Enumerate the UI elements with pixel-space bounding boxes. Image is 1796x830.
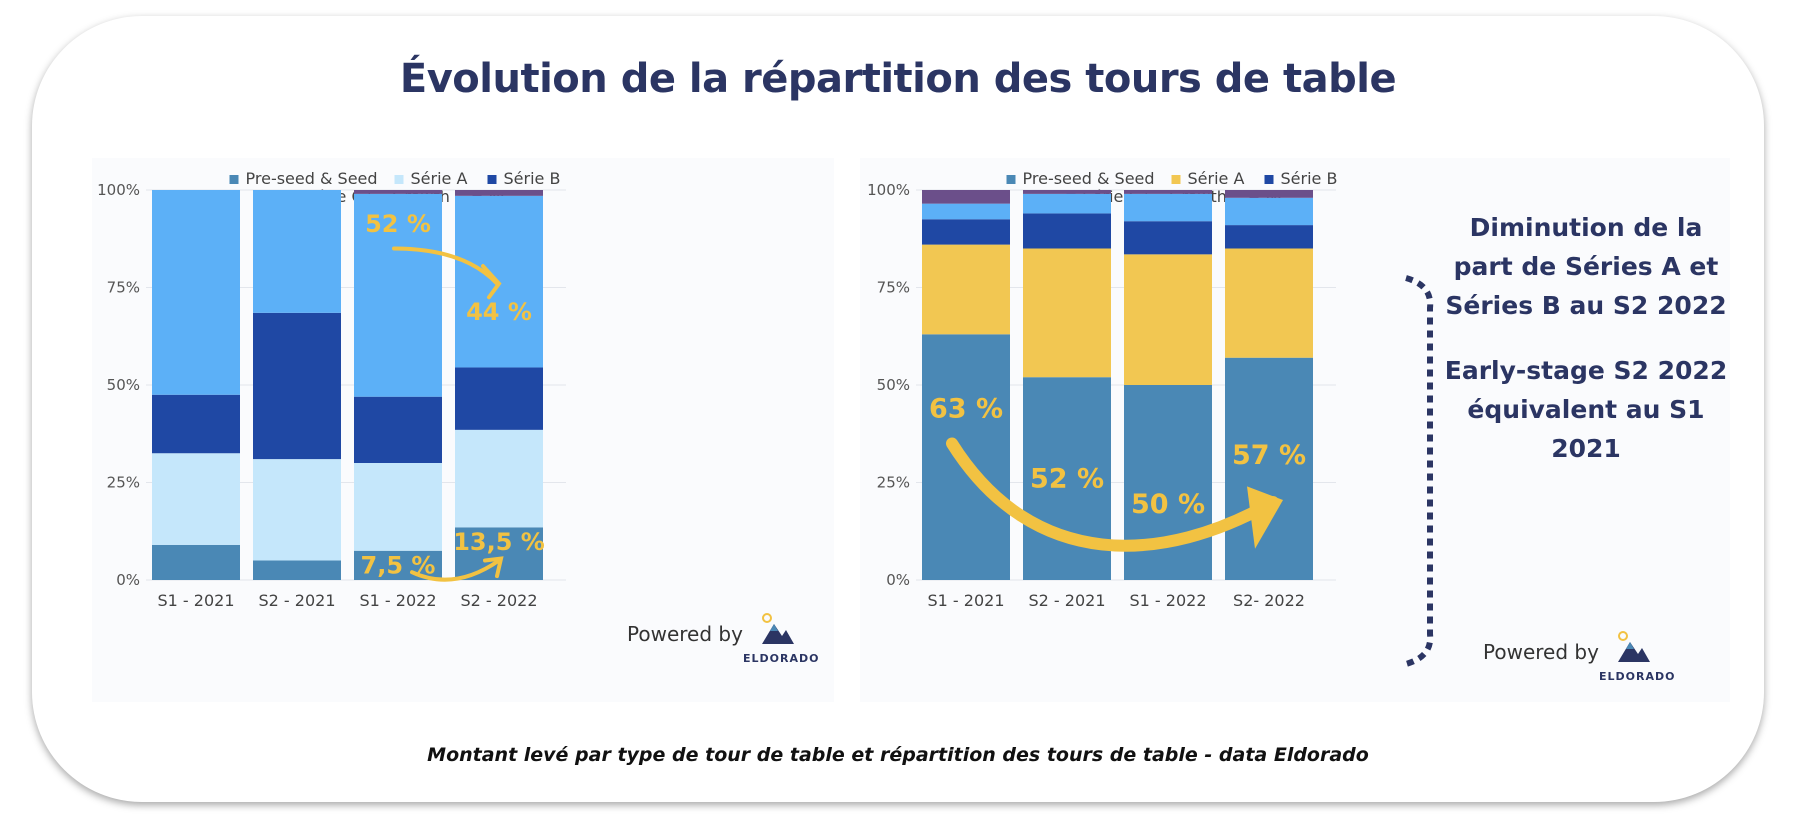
bar-segment xyxy=(1225,357,1313,580)
y-tick-label: 0% xyxy=(886,571,910,589)
figure-caption: Montant levé par type de tour de table e… xyxy=(427,744,1369,766)
bracket-connector xyxy=(1405,275,1434,667)
legend-label: Série B xyxy=(1281,169,1338,188)
bar-segment xyxy=(1225,225,1313,249)
bar-segment xyxy=(354,463,442,551)
trend-arrow xyxy=(392,246,499,286)
legend-label: Série A xyxy=(1188,169,1245,188)
x-tick-label: S1 - 2022 xyxy=(360,591,437,610)
insight-notes: Diminution de la part de Séries A et Sér… xyxy=(1436,208,1736,494)
legend-swatch xyxy=(1006,175,1016,184)
y-tick-label: 50% xyxy=(107,376,140,394)
bar-segment xyxy=(455,429,543,528)
bar-segment xyxy=(152,544,240,580)
bar-segment xyxy=(1124,193,1212,222)
trend-arrow-head xyxy=(483,556,504,579)
bar-segment xyxy=(152,190,240,395)
trend-arrow-head xyxy=(481,264,502,300)
bar-segment xyxy=(152,394,240,454)
bar-segment xyxy=(1225,248,1313,358)
insight-note-2: Early-stage S2 2022 équivalent au S1 202… xyxy=(1444,356,1728,463)
annotation-label: 13,5 % xyxy=(453,528,545,556)
bar-segment xyxy=(1023,193,1111,214)
legend-swatch xyxy=(487,175,497,184)
bar-segment xyxy=(922,219,1010,245)
bar-segment xyxy=(922,203,1010,220)
legend-swatch xyxy=(1171,175,1181,184)
powered-by-left: Powered by xyxy=(627,622,743,646)
trend-arrow xyxy=(410,558,501,582)
bar-segment xyxy=(1023,190,1111,194)
x-tick-label: S2 - 2021 xyxy=(1029,591,1106,610)
bar-segment xyxy=(1124,221,1212,255)
bar-segment xyxy=(354,193,442,397)
eldorado-logo-left xyxy=(760,612,796,653)
y-tick-label: 50% xyxy=(877,376,910,394)
x-tick-label: S2- 2022 xyxy=(1233,591,1305,610)
bar-segment xyxy=(1225,197,1313,226)
y-tick-label: 100% xyxy=(867,181,910,199)
legend-label: Pre-seed & Seed xyxy=(1023,169,1155,188)
mountain-logo-icon xyxy=(762,613,794,644)
bar-segment xyxy=(253,560,341,580)
bar-segment xyxy=(455,367,543,430)
x-tick-label: S2 - 2021 xyxy=(259,591,336,610)
mountain-logo-icon xyxy=(1618,631,1650,662)
x-tick-label: S1 - 2022 xyxy=(1130,591,1207,610)
bar-segment xyxy=(253,459,341,561)
legend-label: Pre-seed & Seed xyxy=(246,169,378,188)
trend-arrow-head xyxy=(1247,486,1283,549)
y-tick-label: 0% xyxy=(116,571,140,589)
eldorado-wordmark-right: ELDORADO xyxy=(1599,670,1676,683)
y-tick-label: 25% xyxy=(107,474,140,492)
legend-swatch xyxy=(1264,175,1274,184)
eldorado-wordmark-left: ELDORADO xyxy=(743,652,820,665)
annotation-label: 52 % xyxy=(365,210,431,238)
y-tick-label: 75% xyxy=(107,279,140,297)
y-tick-label: 75% xyxy=(877,279,910,297)
legend-label: Série A xyxy=(411,169,468,188)
legend-swatch xyxy=(229,175,239,184)
bar-segment xyxy=(1124,254,1212,385)
bar-segment xyxy=(152,453,240,545)
trend-arrow xyxy=(946,437,1279,552)
powered-by-right: Powered by xyxy=(1483,640,1599,664)
bar-segment xyxy=(354,190,442,194)
x-tick-label: S1 - 2021 xyxy=(158,591,235,610)
bar-segment xyxy=(1023,248,1111,378)
bar-segment xyxy=(1124,190,1212,194)
bar-segment xyxy=(922,190,1010,204)
bar-segment xyxy=(1225,190,1313,198)
bar-segment xyxy=(455,190,543,196)
y-tick-label: 100% xyxy=(97,181,140,199)
annotation-label: 7,5 % xyxy=(361,551,436,579)
x-tick-label: S1 - 2021 xyxy=(928,591,1005,610)
legend-label: Série B xyxy=(504,169,561,188)
legend-swatch xyxy=(394,175,404,184)
bar-segment xyxy=(1023,213,1111,249)
annotation-label: 50 % xyxy=(1131,489,1205,520)
insight-note-1: Diminution de la part de Séries A et Sér… xyxy=(1445,213,1727,320)
bar-segment xyxy=(253,312,341,460)
bar-segment xyxy=(354,550,442,580)
annotation-label: 57 % xyxy=(1232,440,1306,471)
bar-segment xyxy=(253,190,341,313)
bar-segment xyxy=(922,244,1010,335)
annotation-label: 44 % xyxy=(466,298,532,326)
bar-segment xyxy=(354,396,442,463)
page-title: Évolution de la répartition des tours de… xyxy=(399,56,1397,102)
x-tick-label: S2 - 2022 xyxy=(461,591,538,610)
eldorado-logo-right xyxy=(1616,630,1652,671)
annotation-label: 63 % xyxy=(929,393,1003,424)
y-tick-label: 25% xyxy=(877,474,910,492)
annotation-label: 52 % xyxy=(1030,464,1104,495)
